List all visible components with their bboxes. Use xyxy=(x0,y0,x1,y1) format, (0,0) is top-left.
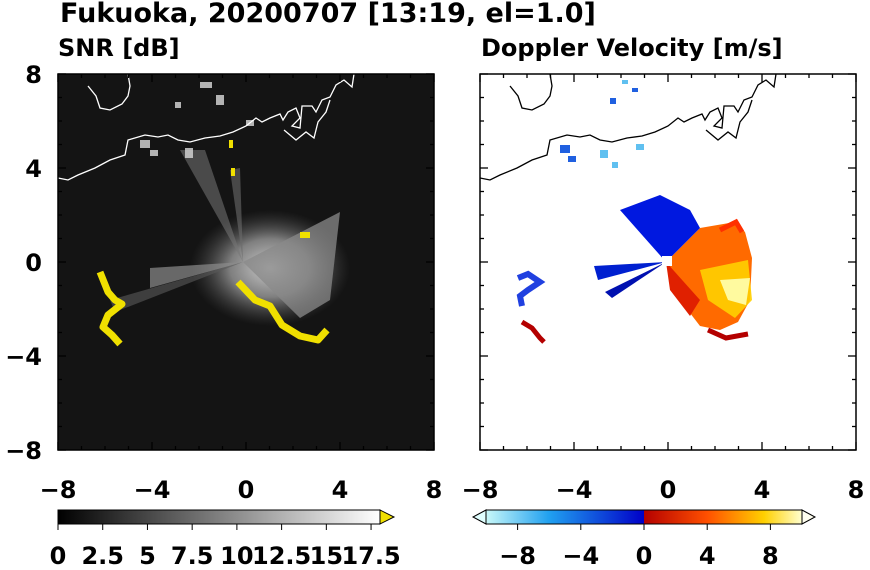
snr-over-echo xyxy=(231,168,235,176)
x-tick-label: −8 xyxy=(40,476,77,504)
velocity-approaching-echo xyxy=(620,195,700,262)
snr-field xyxy=(96,82,350,347)
snr-colorbar-label: 7.5 xyxy=(171,542,214,570)
velocity-far-echo xyxy=(706,327,749,341)
x-tick-label: −8 xyxy=(462,476,499,504)
velocity-field xyxy=(516,80,752,344)
velocity-clutter xyxy=(560,88,638,162)
velocity-radar-site xyxy=(662,256,672,266)
velocity-colorbar-label: −8 xyxy=(499,542,536,570)
velocity-colorbar-label: −4 xyxy=(562,542,599,570)
velocity-clutter xyxy=(600,80,644,168)
snr-echo-ray xyxy=(150,262,243,288)
velocity-colorbar-label: 0 xyxy=(636,542,653,570)
velocity-coastline xyxy=(480,74,777,181)
snr-colorbar-label: 15 xyxy=(310,542,343,570)
x-tick-label: 4 xyxy=(332,476,349,504)
velocity-panel xyxy=(479,73,857,451)
snr-colorbar xyxy=(57,509,396,525)
velocity-receding-echo xyxy=(720,278,750,305)
snr-over-echo xyxy=(300,232,310,238)
snr-colorbar-label: 10 xyxy=(220,542,253,570)
velocity-approaching-echo xyxy=(605,262,666,298)
velocity-far-echo xyxy=(520,319,546,344)
snr-colorbar-extend-max xyxy=(379,509,396,525)
snr-colorbar-body xyxy=(57,509,381,525)
velocity-receding-echo xyxy=(666,262,700,316)
snr-over-echo xyxy=(96,270,126,347)
velocity-approaching-echo xyxy=(594,262,666,280)
velocity-far-echo xyxy=(718,218,745,234)
x-tick-label: 8 xyxy=(426,476,443,504)
x-tick-label: 4 xyxy=(754,476,771,504)
velocity-colorbar xyxy=(471,509,817,525)
snr-colorbar-label: 2.5 xyxy=(81,542,124,570)
velocity-colorbar-label: 4 xyxy=(699,542,716,570)
snr-colorbar-label: 12.5 xyxy=(252,542,311,570)
y-tick-label: −4 xyxy=(5,343,42,371)
snr-echo-sector xyxy=(243,212,340,318)
figure-title: Fukuoka, 20200707 [13:19, el=1.0] xyxy=(60,0,596,29)
velocity-panel-title: Doppler Velocity [m/s] xyxy=(481,34,783,62)
snr-coastline xyxy=(58,74,355,181)
y-tick-label: 0 xyxy=(25,249,42,277)
snr-panel-title: SNR [dB] xyxy=(58,34,180,62)
y-tick-label: 4 xyxy=(25,155,42,183)
x-tick-label: −4 xyxy=(556,476,593,504)
velocity-colorbar-label: 8 xyxy=(762,542,779,570)
snr-echo-ray xyxy=(110,262,243,312)
snr-over-echo xyxy=(235,279,330,344)
x-tick-label: 0 xyxy=(660,476,677,504)
snr-colorbar-label: 5 xyxy=(139,542,156,570)
snr-colorbar-label: 0 xyxy=(50,542,67,570)
velocity-colorbar-body xyxy=(485,509,803,525)
axis-ticks: −8 −4 0 4 8 8 4 0 −4 −8 −8 −4 0 4 8 xyxy=(5,61,864,504)
y-tick-label: 8 xyxy=(25,61,42,89)
velocity-far-echo xyxy=(516,270,546,307)
snr-colorbar-label: 17.5 xyxy=(341,542,400,570)
snr-echo-ray xyxy=(180,150,243,262)
velocity-colorbar-extend-min xyxy=(471,509,487,525)
x-tick-label: 8 xyxy=(848,476,865,504)
snr-echo-ray xyxy=(230,168,243,262)
x-tick-label: −4 xyxy=(134,476,171,504)
snr-panel xyxy=(57,73,435,451)
snr-over-echo xyxy=(229,140,233,148)
y-tick-label: −8 xyxy=(5,437,42,465)
velocity-colorbar-extend-max xyxy=(801,509,817,525)
x-tick-label: 0 xyxy=(238,476,255,504)
